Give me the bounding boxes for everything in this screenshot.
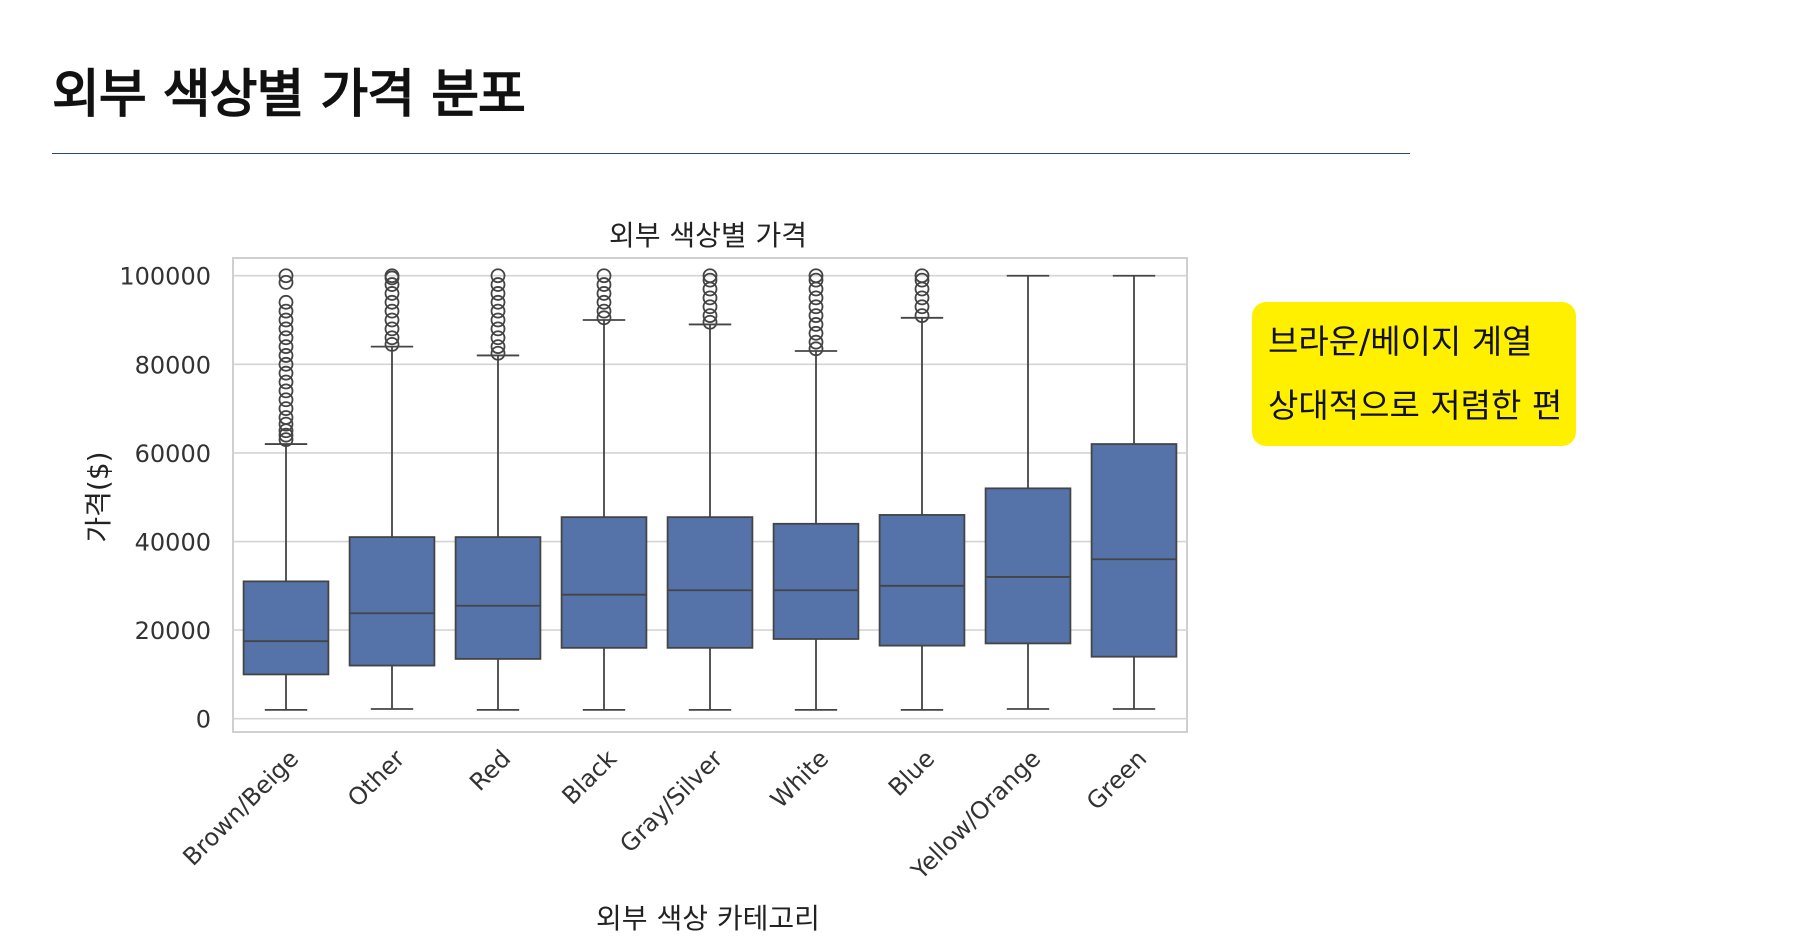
outlier-point [808,317,824,332]
outlier-point [278,303,294,319]
outlier-point [384,321,400,337]
outlier-point [596,310,612,326]
y-tick-label: 60000 [135,440,211,468]
outlier-point [808,334,824,350]
outlier-point [278,416,294,432]
x-tick-label: Green [1081,744,1152,815]
outlier-point [278,339,294,354]
outlier-point [914,290,930,306]
outlier-point [278,383,294,399]
y-tick-label: 100000 [119,263,211,291]
outlier-point [914,272,930,288]
x-tick-label: Brown/Beige [177,744,304,871]
y-tick-label: 0 [196,706,211,734]
x-tick-label: Other [342,744,410,812]
outlier-point [596,303,612,319]
outlier-point [808,341,824,357]
annotation-line-1: 브라운/베이지 계열 [1268,322,1533,361]
page-title: 외부 색상별 가격 분포 [52,65,526,125]
outlier-point [278,365,294,381]
outlier-point [490,312,506,328]
outlier-point [384,330,400,346]
outlier-point [596,286,612,301]
outlier-point [808,325,824,341]
outlier-point [808,299,824,315]
outlier-point [702,314,718,330]
outlier-point [596,277,612,292]
x-axis-label: 외부 색상 카테고리 [596,902,820,935]
x-tick-label: Blue [883,744,940,801]
outlier-point [278,427,294,443]
outlier-point [702,308,718,323]
box [560,516,648,649]
outlier-point [702,268,718,284]
outlier-point [596,294,612,310]
outlier-point [490,339,506,354]
outlier-point [490,345,506,361]
outlier-point [278,312,294,328]
x-tick-label: Black [557,744,623,810]
outlier-point [384,294,400,310]
outlier-point [490,294,506,310]
outlier-point [702,272,718,288]
outlier-point [490,268,506,284]
y-tick-label: 20000 [135,617,211,645]
outlier-point [384,303,400,319]
box [666,516,754,649]
outlier-point [278,410,294,425]
outlier-point [278,274,294,290]
outlier-point [914,268,930,284]
outlier-point [702,299,718,315]
outlier-point [278,348,294,363]
outlier-point [278,330,294,346]
box [348,536,436,667]
box [878,514,966,647]
box [1090,443,1178,658]
outlier-point [808,290,824,306]
outlier-point [278,432,294,448]
outlier-point [490,330,506,346]
chart-title: 외부 색상별 가격 [609,219,807,252]
outlier-point [278,392,294,408]
outlier-point [808,272,824,288]
x-tick-label: Gray/Silver [614,744,728,858]
outlier-point [278,321,294,337]
annotation-note: 브라운/베이지 계열 상대적으로 저렴한 편 [1252,302,1577,446]
x-tick-label: White [765,744,834,813]
box [984,487,1072,645]
title-divider [52,153,1410,154]
outlier-point [702,290,718,306]
y-tick-label: 40000 [135,529,211,557]
outlier-point [384,312,400,328]
outlier-point [596,268,612,284]
outlier-point [278,356,294,372]
y-tick-label: 80000 [135,351,211,379]
outlier-point [490,303,506,319]
outlier-point [278,294,294,310]
outlier-point [384,268,400,284]
y-axis-label: 가격($) [82,451,115,542]
outlier-point [808,308,824,323]
box [772,522,860,640]
box [242,580,330,676]
outlier-point [914,308,930,323]
outlier-point [808,268,824,284]
outlier-point [384,277,400,292]
outlier-point [914,299,930,315]
outlier-point [490,286,506,301]
box [454,536,542,660]
outlier-point [384,286,400,301]
annotation-line-2: 상대적으로 저렴한 편 [1268,386,1563,425]
outlier-point [490,277,506,292]
outlier-point [490,321,506,337]
outlier-point [278,268,294,284]
outlier-point [278,374,294,390]
outlier-point [384,336,400,352]
outlier-point [278,401,294,417]
x-tick-label: Red [464,744,516,796]
